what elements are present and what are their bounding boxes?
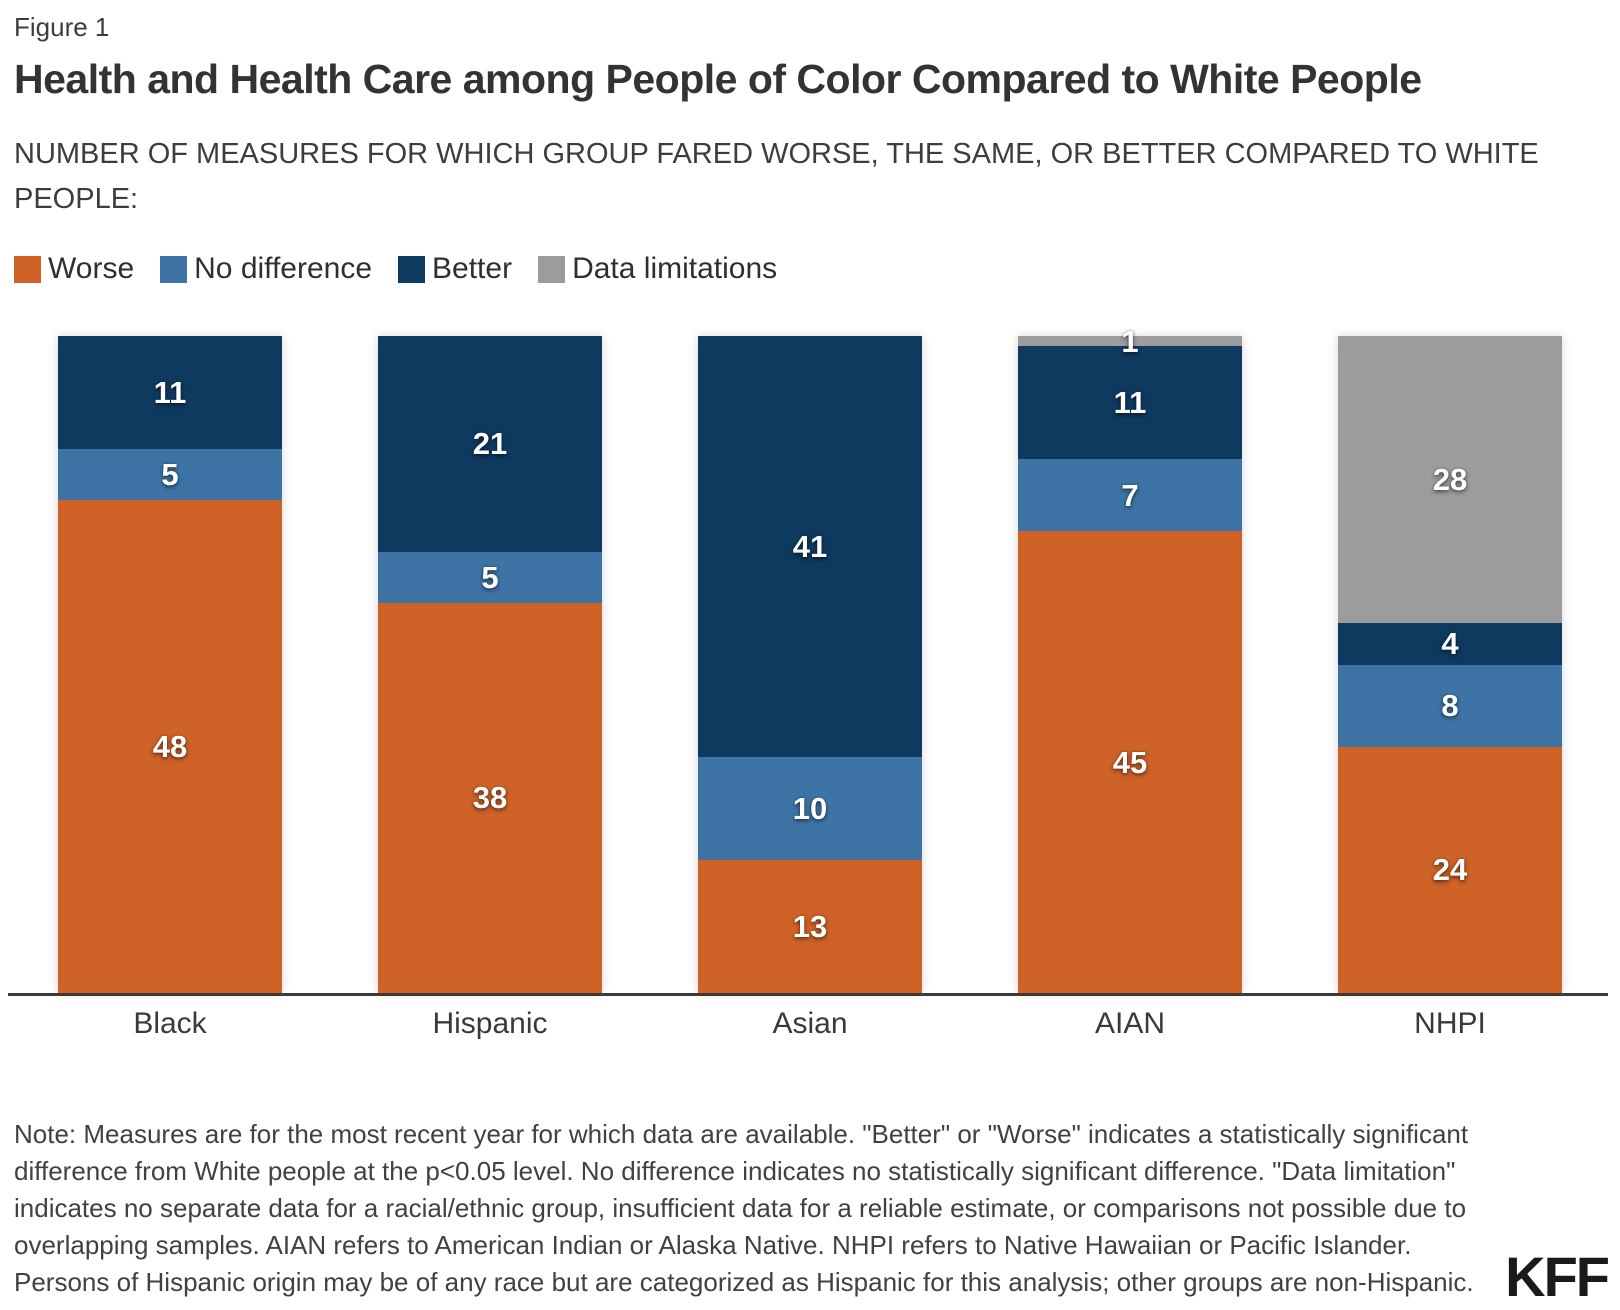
figure-label: Figure 1 xyxy=(14,12,110,42)
segment-no_difference: 5 xyxy=(58,448,282,501)
x-axis-line xyxy=(8,993,1608,996)
segment-better: 11 xyxy=(58,336,282,449)
segment-value: 5 xyxy=(481,559,499,595)
chart-subtitle: NUMBER OF MEASURES FOR WHICH GROUP FARED… xyxy=(14,138,1539,215)
segment-value: 4 xyxy=(1441,626,1459,662)
chart-legend: Worse No difference Better Data limitati… xyxy=(14,252,777,286)
segment-value: 10 xyxy=(792,790,828,826)
segment-value: 8 xyxy=(1441,688,1459,724)
segment-value: 38 xyxy=(472,780,508,816)
segment-value: 41 xyxy=(792,528,828,564)
segment-no_difference: 5 xyxy=(378,551,602,603)
no-difference-swatch-icon xyxy=(160,255,188,283)
segment-no_difference: 10 xyxy=(698,756,922,860)
segment-worse: 13 xyxy=(698,859,922,993)
plot-area: 48 5 11 38 5 21 13 10 41 45 7 11 1 24 8 4 28 xyxy=(0,326,1620,993)
segment-value: 11 xyxy=(1113,385,1147,421)
segment-value: 48 xyxy=(152,729,188,765)
segment-value: 11 xyxy=(153,374,187,410)
legend-label: Worse xyxy=(48,252,135,285)
segment-value: 45 xyxy=(1112,744,1148,780)
segment-data_limitations: 28 xyxy=(1338,336,1562,624)
segment-value: 24 xyxy=(1432,852,1468,888)
segment-worse: 24 xyxy=(1338,746,1562,993)
bar-nhpi: 24 8 4 28 xyxy=(1338,336,1562,993)
segment-better: 21 xyxy=(378,336,602,552)
segment-worse: 38 xyxy=(378,602,602,993)
worse-swatch-icon xyxy=(14,255,41,283)
legend-label: Data limitations xyxy=(572,252,778,285)
segment-value: 1 xyxy=(1121,323,1139,359)
better-swatch-icon xyxy=(398,255,426,283)
segment-worse: 45 xyxy=(1018,531,1242,993)
data-limitations-swatch-icon xyxy=(538,255,566,283)
segment-worse: 48 xyxy=(58,500,282,993)
segment-no_difference: 8 xyxy=(1338,664,1562,747)
bar-black: 48 5 11 xyxy=(58,336,282,993)
legend-item-better: Better xyxy=(398,252,512,286)
page-title: Health and Health Care among People of C… xyxy=(14,56,1422,102)
legend-item-data-limitations: Data limitations xyxy=(538,252,777,286)
segment-value: 13 xyxy=(792,908,828,944)
legend-item-no-difference: No difference xyxy=(160,252,372,286)
segment-value: 28 xyxy=(1432,462,1468,498)
segment-value: 5 xyxy=(161,457,179,493)
category-label-aian: AIAN xyxy=(1094,1007,1166,1040)
legend-item-worse: Worse xyxy=(14,252,134,286)
segment-no_difference: 7 xyxy=(1018,459,1242,532)
kff-logo: KFF xyxy=(1505,1245,1610,1308)
legend-label: No difference xyxy=(194,252,373,285)
bar-aian: 45 7 11 1 xyxy=(1018,326,1242,993)
bar-asian: 13 10 41 xyxy=(698,336,922,993)
category-label-asian: Asian xyxy=(772,1007,848,1040)
segment-data_limitations: 1 xyxy=(1018,326,1242,357)
segment-better: 41 xyxy=(698,336,922,757)
legend-label: Better xyxy=(432,252,513,285)
segment-better: 4 xyxy=(1338,623,1562,665)
bar-hispanic: 38 5 21 xyxy=(378,336,602,993)
category-label-hispanic: Hispanic xyxy=(432,1007,548,1040)
footnote: Note: Measures are for the most recent y… xyxy=(14,1119,1474,1297)
segment-value: 21 xyxy=(472,426,508,462)
category-label-nhpi: NHPI xyxy=(1414,1007,1486,1040)
segment-value: 7 xyxy=(1121,477,1139,513)
segment-better: 11 xyxy=(1018,346,1242,460)
category-label-black: Black xyxy=(133,1007,207,1040)
